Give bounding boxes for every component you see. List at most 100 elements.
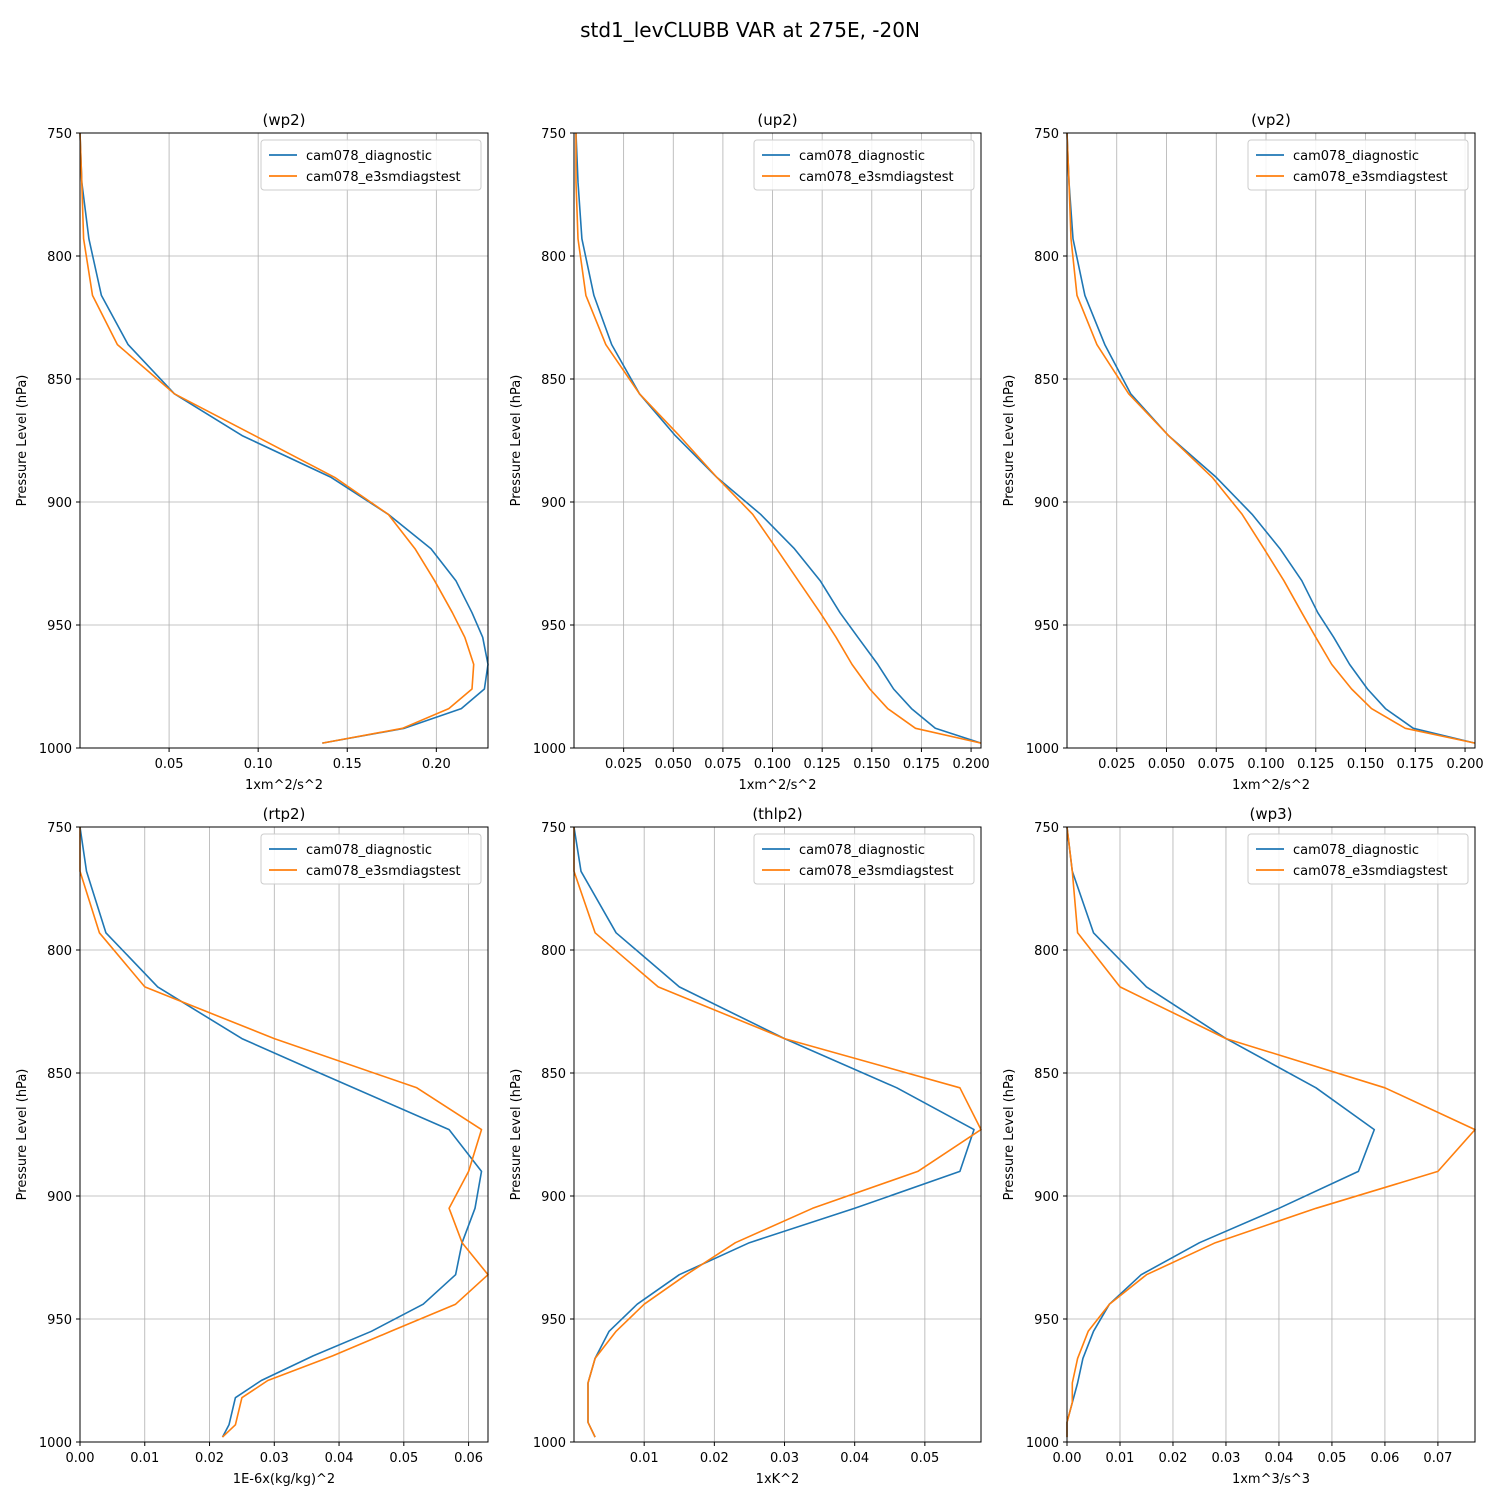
legend: cam078_diagnostic cam078_e3smdiagstest <box>260 139 482 191</box>
series-line-cam078_diagnostic <box>573 826 975 1438</box>
y-tick-label: 800 <box>47 250 72 265</box>
series-line-cam078_diagnostic <box>575 132 982 744</box>
y-tick-label: 850 <box>47 373 72 388</box>
x-tick-label: 0.00 <box>66 1451 95 1466</box>
panels: 0.05 0.10 0.15 0.20 750 800 850 900 950 1000 (wp2)… <box>15 111 1484 1487</box>
x-axis-label: 1xm^2/s^2 <box>245 778 323 793</box>
y-tick-label: 1000 <box>39 742 72 757</box>
series-line-cam078_e3smdiagstest <box>573 827 982 1438</box>
x-tick-label: 0.125 <box>1297 757 1334 772</box>
legend-label: cam078_e3smdiagstest <box>799 864 954 879</box>
x-tick-label: 0.125 <box>804 757 841 772</box>
series-line-cam078_diagnostic <box>1066 132 1476 744</box>
x-tick-label: 0.20 <box>422 757 451 772</box>
y-tick-label: 850 <box>541 373 566 388</box>
x-tick-label: 0.01 <box>630 1451 659 1466</box>
panel-title: (vp2) <box>1251 111 1291 129</box>
x-tick-label: 0.02 <box>1158 1451 1187 1466</box>
legend: cam078_diagnostic cam078_e3smdiagstest <box>753 139 975 191</box>
panel-wp3: 0.00 0.01 0.02 0.03 0.04 0.05 0.06 0.07 750 800 85… <box>1002 805 1476 1487</box>
legend-box <box>753 833 975 885</box>
x-tick-label: 0.02 <box>195 1451 224 1466</box>
axes-frame <box>1066 826 1476 1443</box>
x-tick-label: 0.03 <box>260 1451 289 1466</box>
x-tick-label: 0.05 <box>155 757 184 772</box>
y-tick-label: 850 <box>541 1067 566 1082</box>
x-tick-label: 0.200 <box>952 757 989 772</box>
x-tick-label: 0.025 <box>605 757 642 772</box>
y-tick-label: 800 <box>1034 250 1059 265</box>
legend-label: cam078_diagnostic <box>799 843 925 858</box>
panel-wp2: 0.05 0.10 0.15 0.20 750 800 850 900 950 1000 (wp2)… <box>15 111 489 793</box>
x-tick-label: 0.150 <box>1347 757 1384 772</box>
y-tick-label: 900 <box>1034 1190 1059 1205</box>
legend-box <box>753 139 975 191</box>
series-line-cam078_diagnostic <box>79 826 483 1438</box>
x-tick-label: 0.04 <box>325 1451 354 1466</box>
y-tick-label: 950 <box>541 619 566 634</box>
y-axis-label: Pressure Level (hPa) <box>15 1069 30 1201</box>
axes-frame <box>1066 132 1476 749</box>
series-line-cam078_e3smdiagstest <box>1066 132 1476 744</box>
x-tick-label: 0.06 <box>1370 1451 1399 1466</box>
legend-label: cam078_e3smdiagstest <box>1293 864 1448 879</box>
y-tick-label: 900 <box>47 496 72 511</box>
y-tick-label: 950 <box>1034 619 1059 634</box>
x-tick-label: 0.01 <box>1106 1451 1135 1466</box>
legend-label: cam078_e3smdiagstest <box>1293 170 1448 185</box>
x-tick-label: 0.05 <box>910 1451 939 1466</box>
y-tick-label: 900 <box>541 1190 566 1205</box>
x-axis-label: 1E-6x(kg/kg)^2 <box>233 1472 335 1487</box>
legend-label: cam078_diagnostic <box>1293 843 1419 858</box>
x-tick-label: 0.075 <box>704 757 741 772</box>
panel-title: (up2) <box>757 111 797 129</box>
panel-title: (rtp2) <box>263 805 306 823</box>
y-tick-label: 950 <box>47 1313 72 1328</box>
legend-box <box>260 833 482 885</box>
y-tick-label: 900 <box>1034 496 1059 511</box>
x-tick-label: 0.05 <box>1317 1451 1346 1466</box>
series-line-cam078_e3smdiagstest <box>79 827 489 1438</box>
x-tick-label: 0.00 <box>1053 1451 1082 1466</box>
axes-frame <box>573 132 982 749</box>
x-tick-label: 0.025 <box>1098 757 1135 772</box>
x-tick-label: 0.07 <box>1423 1451 1452 1466</box>
legend-label: cam078_diagnostic <box>799 149 925 164</box>
series-line-cam078_diagnostic <box>1066 826 1376 1438</box>
y-axis-label: Pressure Level (hPa) <box>15 375 30 507</box>
y-tick-label: 950 <box>47 619 72 634</box>
x-tick-label: 0.03 <box>770 1451 799 1466</box>
panel-thlp2: 0.01 0.02 0.03 0.04 0.05 750 800 850 900 950 1000 (… <box>509 805 982 1487</box>
x-tick-label: 0.050 <box>655 757 692 772</box>
y-tick-label: 950 <box>1034 1313 1059 1328</box>
series-line-cam078_diagnostic <box>79 132 489 744</box>
legend-box <box>260 139 482 191</box>
y-tick-label: 750 <box>541 821 566 836</box>
y-tick-label: 800 <box>1034 944 1059 959</box>
x-tick-label: 0.150 <box>853 757 890 772</box>
legend-label: cam078_diagnostic <box>306 149 432 164</box>
x-tick-label: 0.100 <box>754 757 791 772</box>
y-tick-label: 800 <box>541 944 566 959</box>
y-tick-label: 800 <box>541 250 566 265</box>
x-tick-label: 0.04 <box>1264 1451 1293 1466</box>
x-tick-label: 0.10 <box>244 757 273 772</box>
x-tick-label: 0.200 <box>1446 757 1483 772</box>
legend: cam078_diagnostic cam078_e3smdiagstest <box>260 833 482 885</box>
legend: cam078_diagnostic cam078_e3smdiagstest <box>1247 139 1469 191</box>
panel-vp2: 0.025 0.050 0.075 0.100 0.125 0.150 0.175 0.200… <box>1002 111 1484 793</box>
y-tick-label: 850 <box>1034 373 1059 388</box>
legend-label: cam078_diagnostic <box>306 843 432 858</box>
x-tick-label: 0.06 <box>454 1451 483 1466</box>
x-tick-label: 0.15 <box>333 757 362 772</box>
y-tick-label: 750 <box>47 127 72 142</box>
y-tick-label: 750 <box>541 127 566 142</box>
x-tick-label: 0.01 <box>130 1451 159 1466</box>
y-tick-label: 950 <box>541 1313 566 1328</box>
legend: cam078_diagnostic cam078_e3smdiagstest <box>1247 833 1469 885</box>
x-tick-label: 0.175 <box>1397 757 1434 772</box>
y-tick-label: 1000 <box>1026 742 1059 757</box>
y-tick-label: 1000 <box>533 1436 566 1451</box>
y-axis-label: Pressure Level (hPa) <box>509 1069 524 1201</box>
